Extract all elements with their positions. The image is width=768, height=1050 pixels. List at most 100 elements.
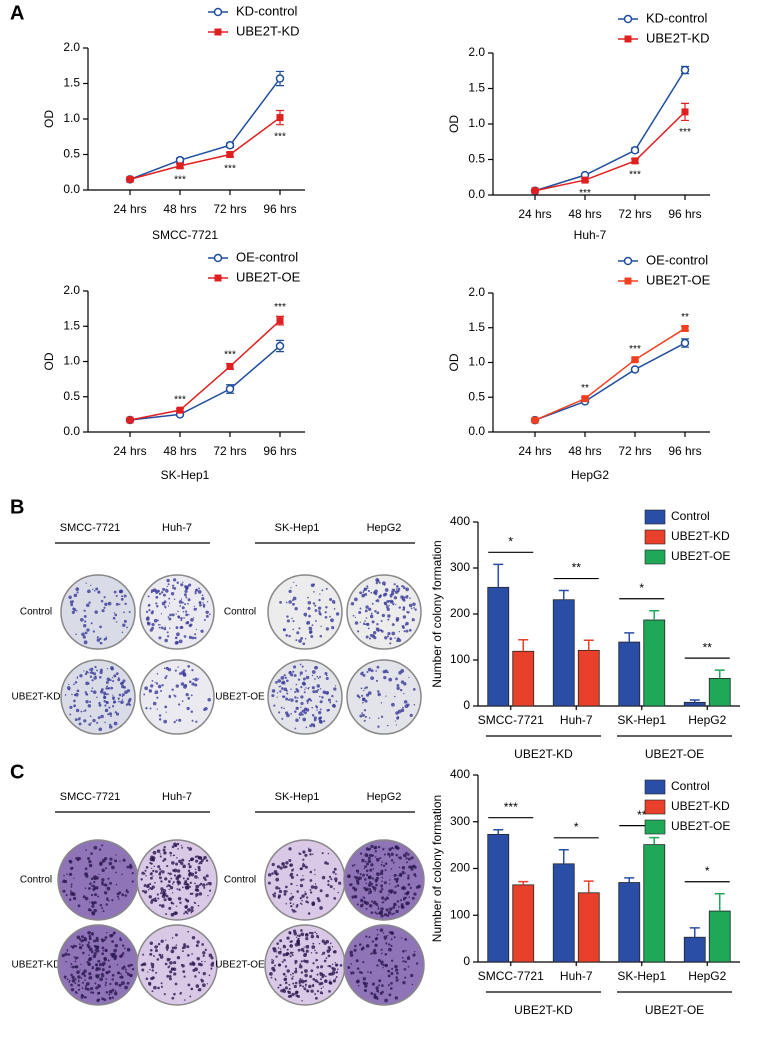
colony bbox=[393, 848, 395, 850]
colony bbox=[384, 938, 386, 940]
colony bbox=[173, 874, 177, 877]
colony bbox=[147, 885, 150, 888]
colony bbox=[382, 932, 385, 934]
colony bbox=[305, 959, 309, 964]
colony bbox=[158, 876, 162, 880]
colony bbox=[114, 859, 118, 863]
colony bbox=[145, 875, 147, 877]
legend-label: OE-control bbox=[646, 252, 708, 267]
colony bbox=[101, 952, 105, 956]
colony bbox=[85, 699, 89, 704]
colony bbox=[168, 965, 171, 967]
colony bbox=[370, 863, 374, 867]
colony bbox=[396, 716, 399, 720]
bar bbox=[487, 586, 510, 707]
colony bbox=[300, 706, 302, 709]
colony bbox=[399, 899, 403, 902]
colony bbox=[388, 947, 392, 952]
colony bbox=[164, 676, 167, 680]
colony bbox=[376, 599, 380, 603]
colony bbox=[280, 706, 283, 709]
colony bbox=[195, 588, 198, 591]
colony bbox=[361, 671, 364, 674]
colony bbox=[321, 852, 324, 855]
colony bbox=[148, 895, 152, 899]
colony bbox=[165, 894, 169, 898]
colony bbox=[303, 946, 305, 948]
colony bbox=[163, 719, 168, 724]
colony bbox=[198, 988, 202, 992]
colony bbox=[396, 877, 399, 881]
colony bbox=[347, 966, 351, 969]
colony bbox=[88, 954, 90, 956]
colony bbox=[331, 946, 334, 948]
colony bbox=[334, 978, 337, 980]
colony bbox=[390, 591, 395, 596]
colony bbox=[376, 964, 379, 967]
colony bbox=[288, 983, 291, 986]
colony bbox=[299, 902, 302, 905]
colony bbox=[203, 618, 206, 621]
colony bbox=[147, 595, 150, 598]
y-tick-label: 0.0 bbox=[468, 424, 485, 438]
colony bbox=[311, 713, 315, 717]
colony bbox=[305, 615, 307, 617]
colony bbox=[61, 953, 65, 958]
colony bbox=[120, 975, 124, 979]
bar bbox=[618, 641, 641, 707]
colony bbox=[322, 986, 324, 988]
colony bbox=[324, 979, 327, 982]
colony bbox=[70, 885, 73, 888]
colony bbox=[302, 642, 306, 646]
colony bbox=[379, 857, 382, 860]
y-tick-label: 0.5 bbox=[63, 389, 80, 403]
colony bbox=[284, 981, 288, 985]
y-tick-label: 200 bbox=[450, 861, 470, 875]
colony bbox=[378, 979, 382, 983]
colony bbox=[166, 865, 169, 868]
colony bbox=[107, 899, 110, 902]
colony bbox=[327, 945, 331, 950]
colony bbox=[155, 682, 159, 685]
colony bbox=[208, 613, 211, 616]
colony bbox=[164, 962, 168, 966]
colony bbox=[97, 992, 100, 995]
colony bbox=[368, 881, 372, 884]
colony bbox=[319, 593, 321, 595]
plate bbox=[267, 659, 343, 735]
colony bbox=[108, 706, 111, 709]
colony bbox=[194, 875, 198, 879]
colony bbox=[204, 948, 207, 952]
colony bbox=[101, 858, 106, 863]
colony bbox=[112, 694, 114, 696]
colony bbox=[400, 937, 403, 939]
colony bbox=[149, 941, 154, 945]
colony bbox=[200, 979, 204, 983]
colony bbox=[201, 594, 204, 597]
colony bbox=[71, 610, 75, 615]
colony bbox=[306, 989, 310, 993]
colony bbox=[160, 690, 163, 693]
error-bar bbox=[649, 610, 660, 620]
colony bbox=[410, 867, 414, 871]
colony bbox=[180, 845, 183, 847]
colony bbox=[335, 700, 338, 703]
colony bbox=[376, 579, 380, 583]
colony bbox=[126, 972, 130, 976]
colony bbox=[368, 637, 372, 640]
colony bbox=[308, 630, 313, 634]
colony bbox=[376, 912, 379, 915]
colony bbox=[365, 982, 369, 985]
colony bbox=[389, 642, 392, 645]
colony bbox=[318, 598, 321, 602]
colony bbox=[189, 885, 192, 888]
colony bbox=[299, 883, 304, 888]
colony bbox=[395, 588, 398, 590]
bar bbox=[552, 863, 575, 963]
colony bbox=[380, 914, 384, 918]
colony bbox=[390, 868, 393, 870]
plate bbox=[60, 574, 136, 650]
colony bbox=[368, 875, 372, 880]
data-point bbox=[275, 74, 285, 83]
row-label: UBE2T-KD bbox=[12, 692, 61, 703]
